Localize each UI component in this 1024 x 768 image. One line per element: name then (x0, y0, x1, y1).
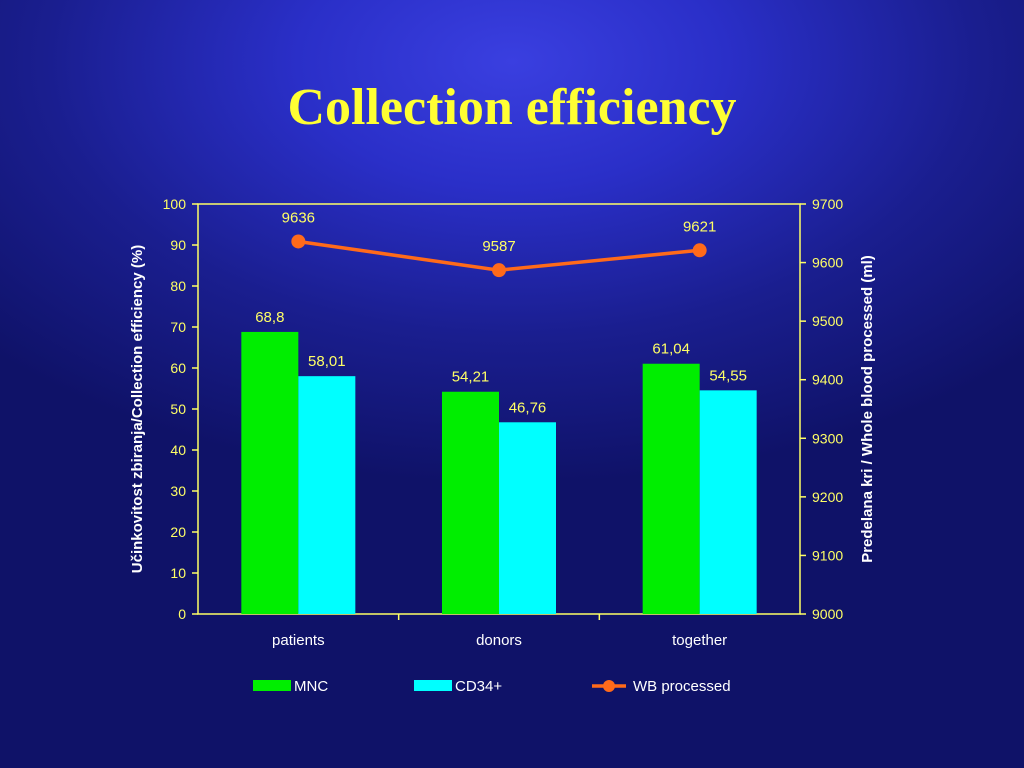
legend-label: MNC (294, 678, 328, 695)
bar-cd34- (298, 376, 356, 614)
left-tick-label: 70 (170, 319, 186, 335)
left-tick-label: 100 (163, 196, 187, 212)
right-axis-title: Predelana kri / Whole blood processed (m… (859, 255, 876, 563)
category-label: donors (476, 632, 522, 649)
bar-cd34- (699, 390, 757, 614)
left-tick-label: 80 (170, 278, 186, 294)
slide-title: Collection efficiency (287, 79, 737, 136)
line-point (692, 243, 707, 258)
left-tick-label: 60 (170, 360, 186, 376)
line-data-label: 9587 (482, 238, 515, 255)
category-label: together (672, 632, 727, 649)
right-tick-label: 9400 (812, 372, 843, 388)
left-tick-label: 10 (170, 565, 186, 581)
left-tick-label: 40 (170, 442, 186, 458)
left-tick-label: 0 (178, 606, 186, 622)
line-data-label: 9621 (683, 218, 716, 235)
right-tick-label: 9300 (812, 430, 843, 446)
bar-cd34- (499, 422, 556, 614)
legend-label: WB processed (633, 678, 731, 695)
left-axis-title: Učinkovitost zbiranja/Collection efficie… (129, 245, 146, 573)
right-tick-label: 9600 (812, 255, 843, 271)
legend-swatch-mnc (253, 680, 291, 691)
bar-data-label: 46,76 (509, 399, 547, 416)
left-tick-label: 20 (170, 524, 186, 540)
line-data-label: 9636 (282, 209, 315, 226)
bar-mnc (241, 331, 299, 614)
right-tick-label: 9000 (812, 606, 843, 622)
right-tick-label: 9700 (812, 196, 843, 212)
bar-mnc (642, 363, 700, 614)
line-point (291, 234, 306, 249)
legend-label: CD34+ (455, 678, 502, 695)
bar-data-label: 58,01 (308, 353, 346, 370)
right-tick-label: 9200 (812, 489, 843, 505)
right-tick-label: 9100 (812, 547, 843, 563)
legend-swatch-cd34- (414, 680, 452, 691)
category-label: patients (272, 632, 325, 649)
bar-mnc (442, 391, 499, 614)
bar-data-label: 54,21 (452, 369, 490, 386)
line-point (492, 263, 506, 278)
bar-data-label: 68,8 (255, 309, 284, 326)
legend-marker-wb-processed (603, 680, 615, 692)
bar-data-label: 54,55 (709, 367, 747, 384)
bar-data-label: 61,04 (652, 341, 690, 358)
left-tick-label: 50 (170, 401, 186, 417)
left-tick-label: 90 (170, 237, 186, 253)
right-tick-label: 9500 (812, 313, 843, 329)
left-tick-label: 30 (170, 483, 186, 499)
